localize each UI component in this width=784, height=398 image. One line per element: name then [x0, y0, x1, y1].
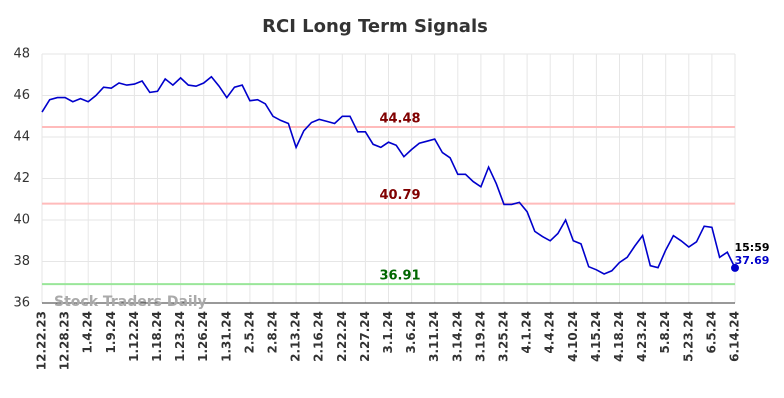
x-tick-label: 3.14.24: [450, 311, 464, 362]
x-tick-label: 4.23.24: [635, 311, 649, 362]
x-tick-label: 1.31.24: [219, 311, 233, 362]
x-tick-label: 4.4.24: [543, 311, 557, 354]
level-label: 40.79: [379, 188, 420, 203]
x-tick-label: 4.18.24: [612, 311, 626, 362]
price-line: [41, 75, 736, 275]
x-tick-label: 1.9.24: [104, 311, 118, 354]
y-tick-label: 44: [13, 130, 30, 145]
y-tick-label: 46: [13, 88, 30, 103]
x-tick-label: 1.18.24: [150, 311, 164, 362]
x-tick-label: 3.19.24: [473, 311, 487, 362]
x-tick-label: 3.1.24: [381, 311, 395, 354]
x-tick-label: 6.14.24: [728, 311, 742, 362]
x-tick-label: 3.11.24: [427, 311, 441, 362]
level-label: 44.48: [379, 112, 420, 127]
last-point: [731, 263, 739, 272]
x-tick-label: 1.23.24: [173, 311, 187, 362]
x-tick-label: 2.8.24: [266, 311, 280, 354]
last-time: 15:59: [734, 241, 769, 254]
y-tick-label: 36: [13, 296, 30, 311]
watermark: Stock Traders Daily: [54, 294, 207, 310]
x-tick-label: 2.27.24: [358, 311, 372, 362]
x-tick-label: 2.16.24: [312, 311, 326, 362]
x-tick-label: 1.4.24: [81, 311, 95, 354]
x-tick-label: 12.28.23: [58, 311, 72, 370]
y-tick-label: 38: [13, 254, 30, 269]
y-tick-label: 42: [13, 171, 30, 186]
x-tick-label: 4.15.24: [589, 311, 603, 362]
x-tick-label: 2.13.24: [289, 311, 303, 362]
x-tick-label: 3.6.24: [404, 311, 418, 354]
y-tick-label: 40: [13, 213, 30, 228]
last-value: 37.69: [735, 254, 770, 267]
x-tick-label: 5.8.24: [658, 311, 672, 354]
x-tick-label: 4.10.24: [566, 311, 580, 362]
x-tick-label: 4.1.24: [520, 311, 534, 354]
level-label: 36.91: [379, 269, 420, 284]
chart-title: RCI Long Term Signals: [262, 16, 488, 37]
x-tick-label: 3.25.24: [497, 311, 511, 362]
x-tick-label: 6.5.24: [704, 311, 718, 354]
x-tick-label: 2.22.24: [335, 311, 349, 362]
x-tick-label: 2.5.24: [242, 311, 256, 354]
y-tick-label: 48: [13, 47, 30, 62]
x-tick-label: 1.12.24: [127, 311, 141, 362]
x-tick-label: 1.26.24: [196, 311, 210, 362]
x-tick-label: 12.22.23: [35, 311, 49, 370]
x-tick-label: 5.23.24: [681, 311, 695, 362]
